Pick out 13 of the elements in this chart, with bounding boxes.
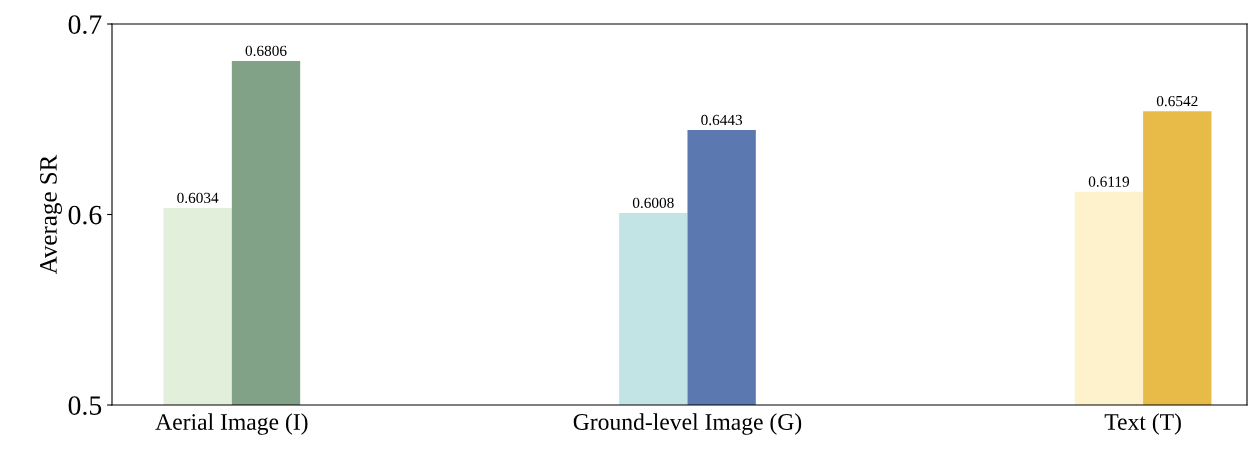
y-tick-label: 0.6 <box>68 205 102 225</box>
y-tick-label: 0.7 <box>68 15 102 35</box>
data-label: 0.6008 <box>632 197 674 209</box>
y-axis-title: Average SR <box>40 154 62 275</box>
data-label: 0.6034 <box>177 192 219 204</box>
x-tick-label: Aerial Image (I) <box>155 413 308 435</box>
data-label: 0.6806 <box>245 45 287 57</box>
data-label: 0.6119 <box>1088 176 1130 187</box>
x-tick-label: Text (T) <box>1104 413 1181 435</box>
data-label: 0.6542 <box>1156 95 1198 107</box>
y-tick-label: 0.5 <box>68 396 102 416</box>
x-tick-label: Ground-level Image (G) <box>573 413 802 435</box>
data-label: 0.6443 <box>701 114 743 126</box>
